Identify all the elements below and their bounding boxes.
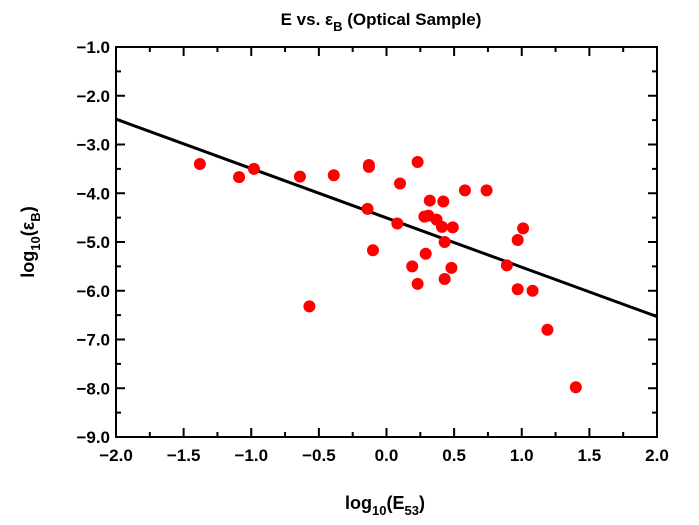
x-axis-label-pre: log xyxy=(345,493,372,513)
y-axis-label-sub: 10 xyxy=(28,236,43,250)
data-point xyxy=(366,244,379,257)
data-point xyxy=(541,323,554,336)
y-tick-label: −9.0 xyxy=(76,428,110,447)
plot-frame xyxy=(115,46,658,438)
data-point xyxy=(423,194,436,207)
chart-title-rest: (Optical Sample) xyxy=(343,10,482,29)
y-tick-label: −4.0 xyxy=(76,184,110,203)
y-tick-label: −6.0 xyxy=(76,282,110,301)
data-point xyxy=(327,169,340,182)
x-tick-label: 0.5 xyxy=(442,446,466,465)
data-point xyxy=(361,202,374,215)
fit-line-group xyxy=(115,117,658,318)
data-point xyxy=(391,217,404,230)
y-tick-label: −5.0 xyxy=(76,233,110,252)
y-axis-label-mid: (ε xyxy=(18,221,38,236)
data-point xyxy=(193,158,206,170)
fit-line xyxy=(115,117,658,318)
y-tick-label: −3.0 xyxy=(76,136,110,155)
data-point xyxy=(458,184,471,197)
x-axis-label-sub2: 53 xyxy=(405,503,419,518)
chart-title: E vs. εB (Optical Sample) xyxy=(281,10,482,34)
y-tick-label: −7.0 xyxy=(76,331,110,350)
y-axis-label-post: ) xyxy=(18,206,38,212)
data-point xyxy=(247,162,260,175)
y-axis-ticks xyxy=(116,46,657,438)
data-point xyxy=(411,277,424,290)
data-point xyxy=(435,220,448,233)
x-axis-tick-labels: −2.0 −1.5 −1.0 −0.5 0.0 0.5 1.0 1.5 2.0 xyxy=(99,446,669,465)
y-tick-label: −1.0 xyxy=(76,38,110,57)
x-tick-label: −1.0 xyxy=(234,446,268,465)
data-point xyxy=(419,247,432,260)
x-axis-label-sub: 10 xyxy=(372,503,386,518)
data-point xyxy=(411,156,424,169)
data-point xyxy=(362,160,375,173)
chart-title-main: E vs. xyxy=(281,10,325,29)
data-point xyxy=(437,195,450,208)
x-tick-label: −2.0 xyxy=(99,446,133,465)
x-tick-label: −0.5 xyxy=(302,446,336,465)
y-axis-label-sub2: B xyxy=(28,212,43,221)
data-point xyxy=(511,283,524,296)
data-point xyxy=(406,260,419,273)
data-point xyxy=(445,261,458,274)
chart-title-symbol: ε xyxy=(325,10,333,29)
data-point xyxy=(438,236,451,248)
data-point xyxy=(480,184,493,197)
data-point xyxy=(303,300,316,313)
x-tick-label: 0.0 xyxy=(375,446,399,465)
y-axis-label-pre: log xyxy=(18,251,38,278)
y-axis-tick-labels: −1.0 −2.0 −3.0 −4.0 −5.0 −6.0 −7.0 −8.0 −9.0 xyxy=(76,38,110,447)
x-axis-label: log10(E53) xyxy=(345,493,425,518)
data-point xyxy=(569,381,582,394)
data-point xyxy=(394,177,407,190)
y-tick-label: −2.0 xyxy=(76,87,110,106)
chart-title-sub: B xyxy=(333,19,342,34)
data-point xyxy=(500,259,513,272)
data-point xyxy=(438,273,451,286)
data-point xyxy=(446,221,459,234)
data-point xyxy=(526,284,539,297)
x-axis-label-mid: (E xyxy=(387,493,405,513)
x-axis-label-post: ) xyxy=(419,493,425,513)
x-tick-label: 2.0 xyxy=(645,446,669,465)
x-tick-label: 1.0 xyxy=(510,446,534,465)
data-point xyxy=(511,234,524,247)
data-point xyxy=(517,222,530,235)
data-point xyxy=(293,170,306,183)
data-point xyxy=(233,171,246,184)
x-axis-ticks xyxy=(115,47,658,437)
y-axis-label: log10(εB) xyxy=(18,206,43,277)
x-tick-label: −1.5 xyxy=(167,446,201,465)
x-tick-label: 1.5 xyxy=(578,446,602,465)
data-points xyxy=(193,156,582,394)
y-tick-label: −8.0 xyxy=(76,379,110,398)
